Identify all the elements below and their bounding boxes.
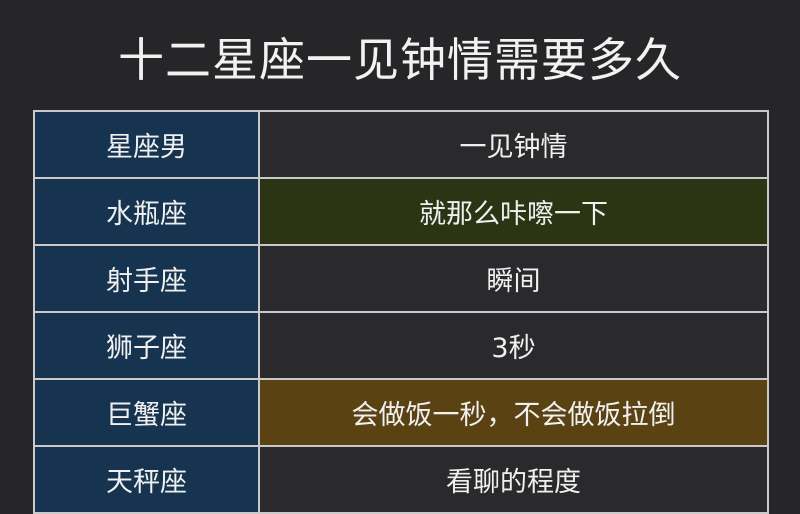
page-title: 十二星座一见钟情需要多久 <box>118 33 682 87</box>
row-sign: 天秤座 <box>33 445 260 514</box>
table-row: 巨蟹座 会做饭一秒，不会做饭拉倒 <box>33 378 769 447</box>
header-sign: 星座男 <box>33 110 260 179</box>
row-value: 就那么咔嚓一下 <box>258 177 769 246</box>
row-value: 会做饭一秒，不会做饭拉倒 <box>258 378 769 447</box>
row-value: 瞬间 <box>258 244 769 313</box>
row-sign: 巨蟹座 <box>33 378 260 447</box>
header-value: 一见钟情 <box>258 110 769 179</box>
row-sign: 射手座 <box>33 244 260 313</box>
row-value: 3秒 <box>258 311 769 380</box>
table-row: 水瓶座 就那么咔嚓一下 <box>33 177 769 246</box>
row-value: 看聊的程度 <box>258 445 769 514</box>
table-header-row: 星座男 一见钟情 <box>33 110 769 179</box>
row-sign: 狮子座 <box>33 311 260 380</box>
table-row: 天秤座 看聊的程度 <box>33 445 769 514</box>
row-sign: 水瓶座 <box>33 177 260 246</box>
table-row: 狮子座 3秒 <box>33 311 769 380</box>
zodiac-table: 星座男 一见钟情 水瓶座 就那么咔嚓一下 射手座 瞬间 狮子座 3秒 巨蟹座 会做饭一秒，不会… <box>33 110 769 514</box>
table-row: 射手座 瞬间 <box>33 244 769 313</box>
